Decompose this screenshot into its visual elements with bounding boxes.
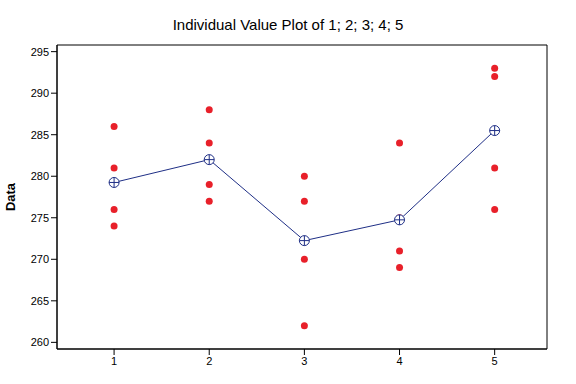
- svg-text:1: 1: [111, 355, 117, 367]
- svg-text:2: 2: [206, 355, 212, 367]
- svg-text:3: 3: [301, 355, 307, 367]
- svg-text:290: 290: [31, 87, 49, 99]
- svg-text:270: 270: [31, 253, 49, 265]
- svg-text:285: 285: [31, 129, 49, 141]
- svg-text:275: 275: [31, 212, 49, 224]
- svg-text:295: 295: [31, 46, 49, 58]
- svg-text:5: 5: [492, 355, 498, 367]
- svg-text:4: 4: [396, 355, 402, 367]
- svg-text:260: 260: [31, 336, 49, 348]
- svg-text:265: 265: [31, 295, 49, 307]
- svg-text:280: 280: [31, 170, 49, 182]
- svg-text:Data: Data: [8, 182, 18, 211]
- html-text:Individual Value Plot of 1; 2;: Individual Value Plot of 1; 2; 3; 4; 5: [172, 16, 404, 33]
